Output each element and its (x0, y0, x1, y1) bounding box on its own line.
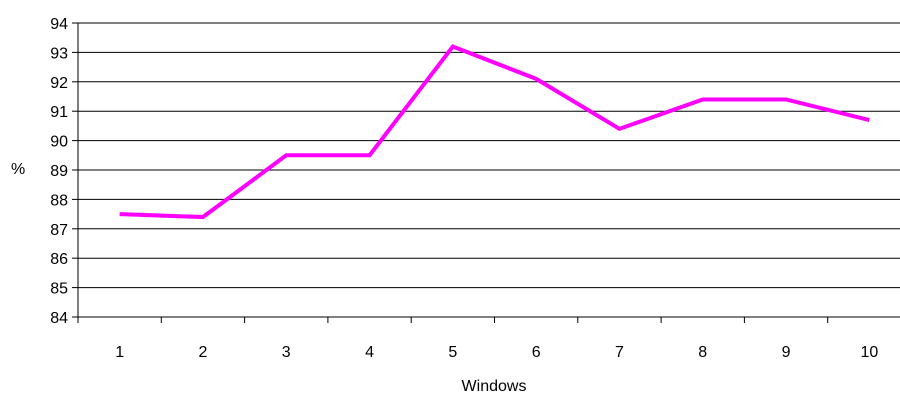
axes (72, 23, 900, 323)
x-tick-label: 9 (782, 344, 791, 361)
y-tick-label: 87 (50, 222, 68, 239)
x-tick-label: 4 (365, 344, 374, 361)
y-tick-label: 88 (50, 192, 68, 209)
x-tick-label: 3 (282, 344, 291, 361)
y-tick-label: 86 (50, 251, 68, 268)
x-tick-label: 2 (198, 344, 207, 361)
x-tick-label: 1 (115, 344, 124, 361)
series-line-0 (120, 47, 870, 218)
gridlines (78, 23, 900, 317)
y-tick-label: 89 (50, 163, 68, 180)
x-tick-label: 6 (532, 344, 541, 361)
x-axis-title: Windows (462, 378, 527, 395)
y-tick-label: 94 (50, 16, 68, 33)
x-tick-label: 8 (698, 344, 707, 361)
x-tick-label: 10 (860, 344, 878, 361)
data-series (120, 46, 870, 217)
y-tick-label: 91 (50, 104, 68, 121)
y-tick-label: 90 (50, 134, 68, 151)
x-tick-label: 7 (615, 344, 624, 361)
y-tick-label: 85 (50, 281, 68, 298)
y-tick-label: 84 (50, 310, 68, 327)
x-tick-label: 5 (448, 344, 457, 361)
y-tick-label: 93 (50, 45, 68, 62)
y-tick-label: 92 (50, 75, 68, 92)
y-axis-title: % (11, 161, 25, 178)
